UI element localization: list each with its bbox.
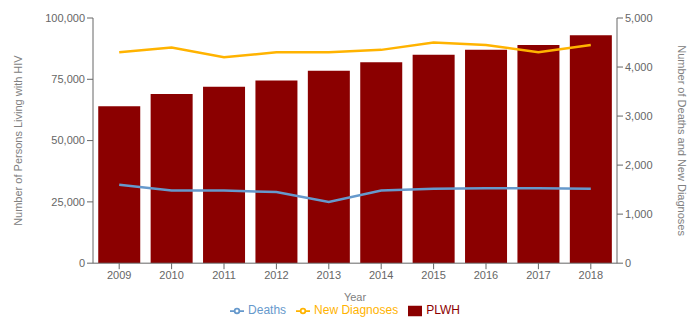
- svg-text:2014: 2014: [369, 269, 393, 281]
- svg-text:1,000: 1,000: [625, 208, 653, 220]
- svg-text:0: 0: [79, 257, 85, 269]
- svg-text:50,000: 50,000: [51, 134, 85, 146]
- svg-text:4,000: 4,000: [625, 61, 653, 73]
- svg-text:75,000: 75,000: [51, 73, 85, 85]
- svg-text:Number of Deaths and New Diagn: Number of Deaths and New Diagnoses: [676, 45, 688, 236]
- svg-text:0: 0: [625, 257, 631, 269]
- html-text:Deaths: Deaths: [248, 303, 287, 318]
- svg-text:5,000: 5,000: [625, 12, 653, 24]
- svg-text:Year: Year: [344, 291, 367, 303]
- html-text:New Diagnoses: New Diagnoses: [314, 303, 399, 318]
- svg-text:Number of Persons Living with: Number of Persons Living with HIV: [12, 55, 24, 226]
- svg-text:2017: 2017: [526, 269, 550, 281]
- svg-text:2015: 2015: [421, 269, 445, 281]
- svg-text:2,000: 2,000: [625, 159, 653, 171]
- svg-text:100,000: 100,000: [45, 12, 85, 24]
- svg-text:2012: 2012: [264, 269, 288, 281]
- svg-text:2018: 2018: [579, 269, 603, 281]
- svg-text:25,000: 25,000: [51, 196, 85, 208]
- svg-text:3,000: 3,000: [625, 110, 653, 122]
- html-text:PLWH: PLWH: [426, 303, 460, 318]
- svg-text:2016: 2016: [474, 269, 498, 281]
- svg-text:2011: 2011: [212, 269, 236, 281]
- svg-text:2009: 2009: [107, 269, 131, 281]
- svg-text:2010: 2010: [159, 269, 183, 281]
- svg-text:2013: 2013: [317, 269, 341, 281]
